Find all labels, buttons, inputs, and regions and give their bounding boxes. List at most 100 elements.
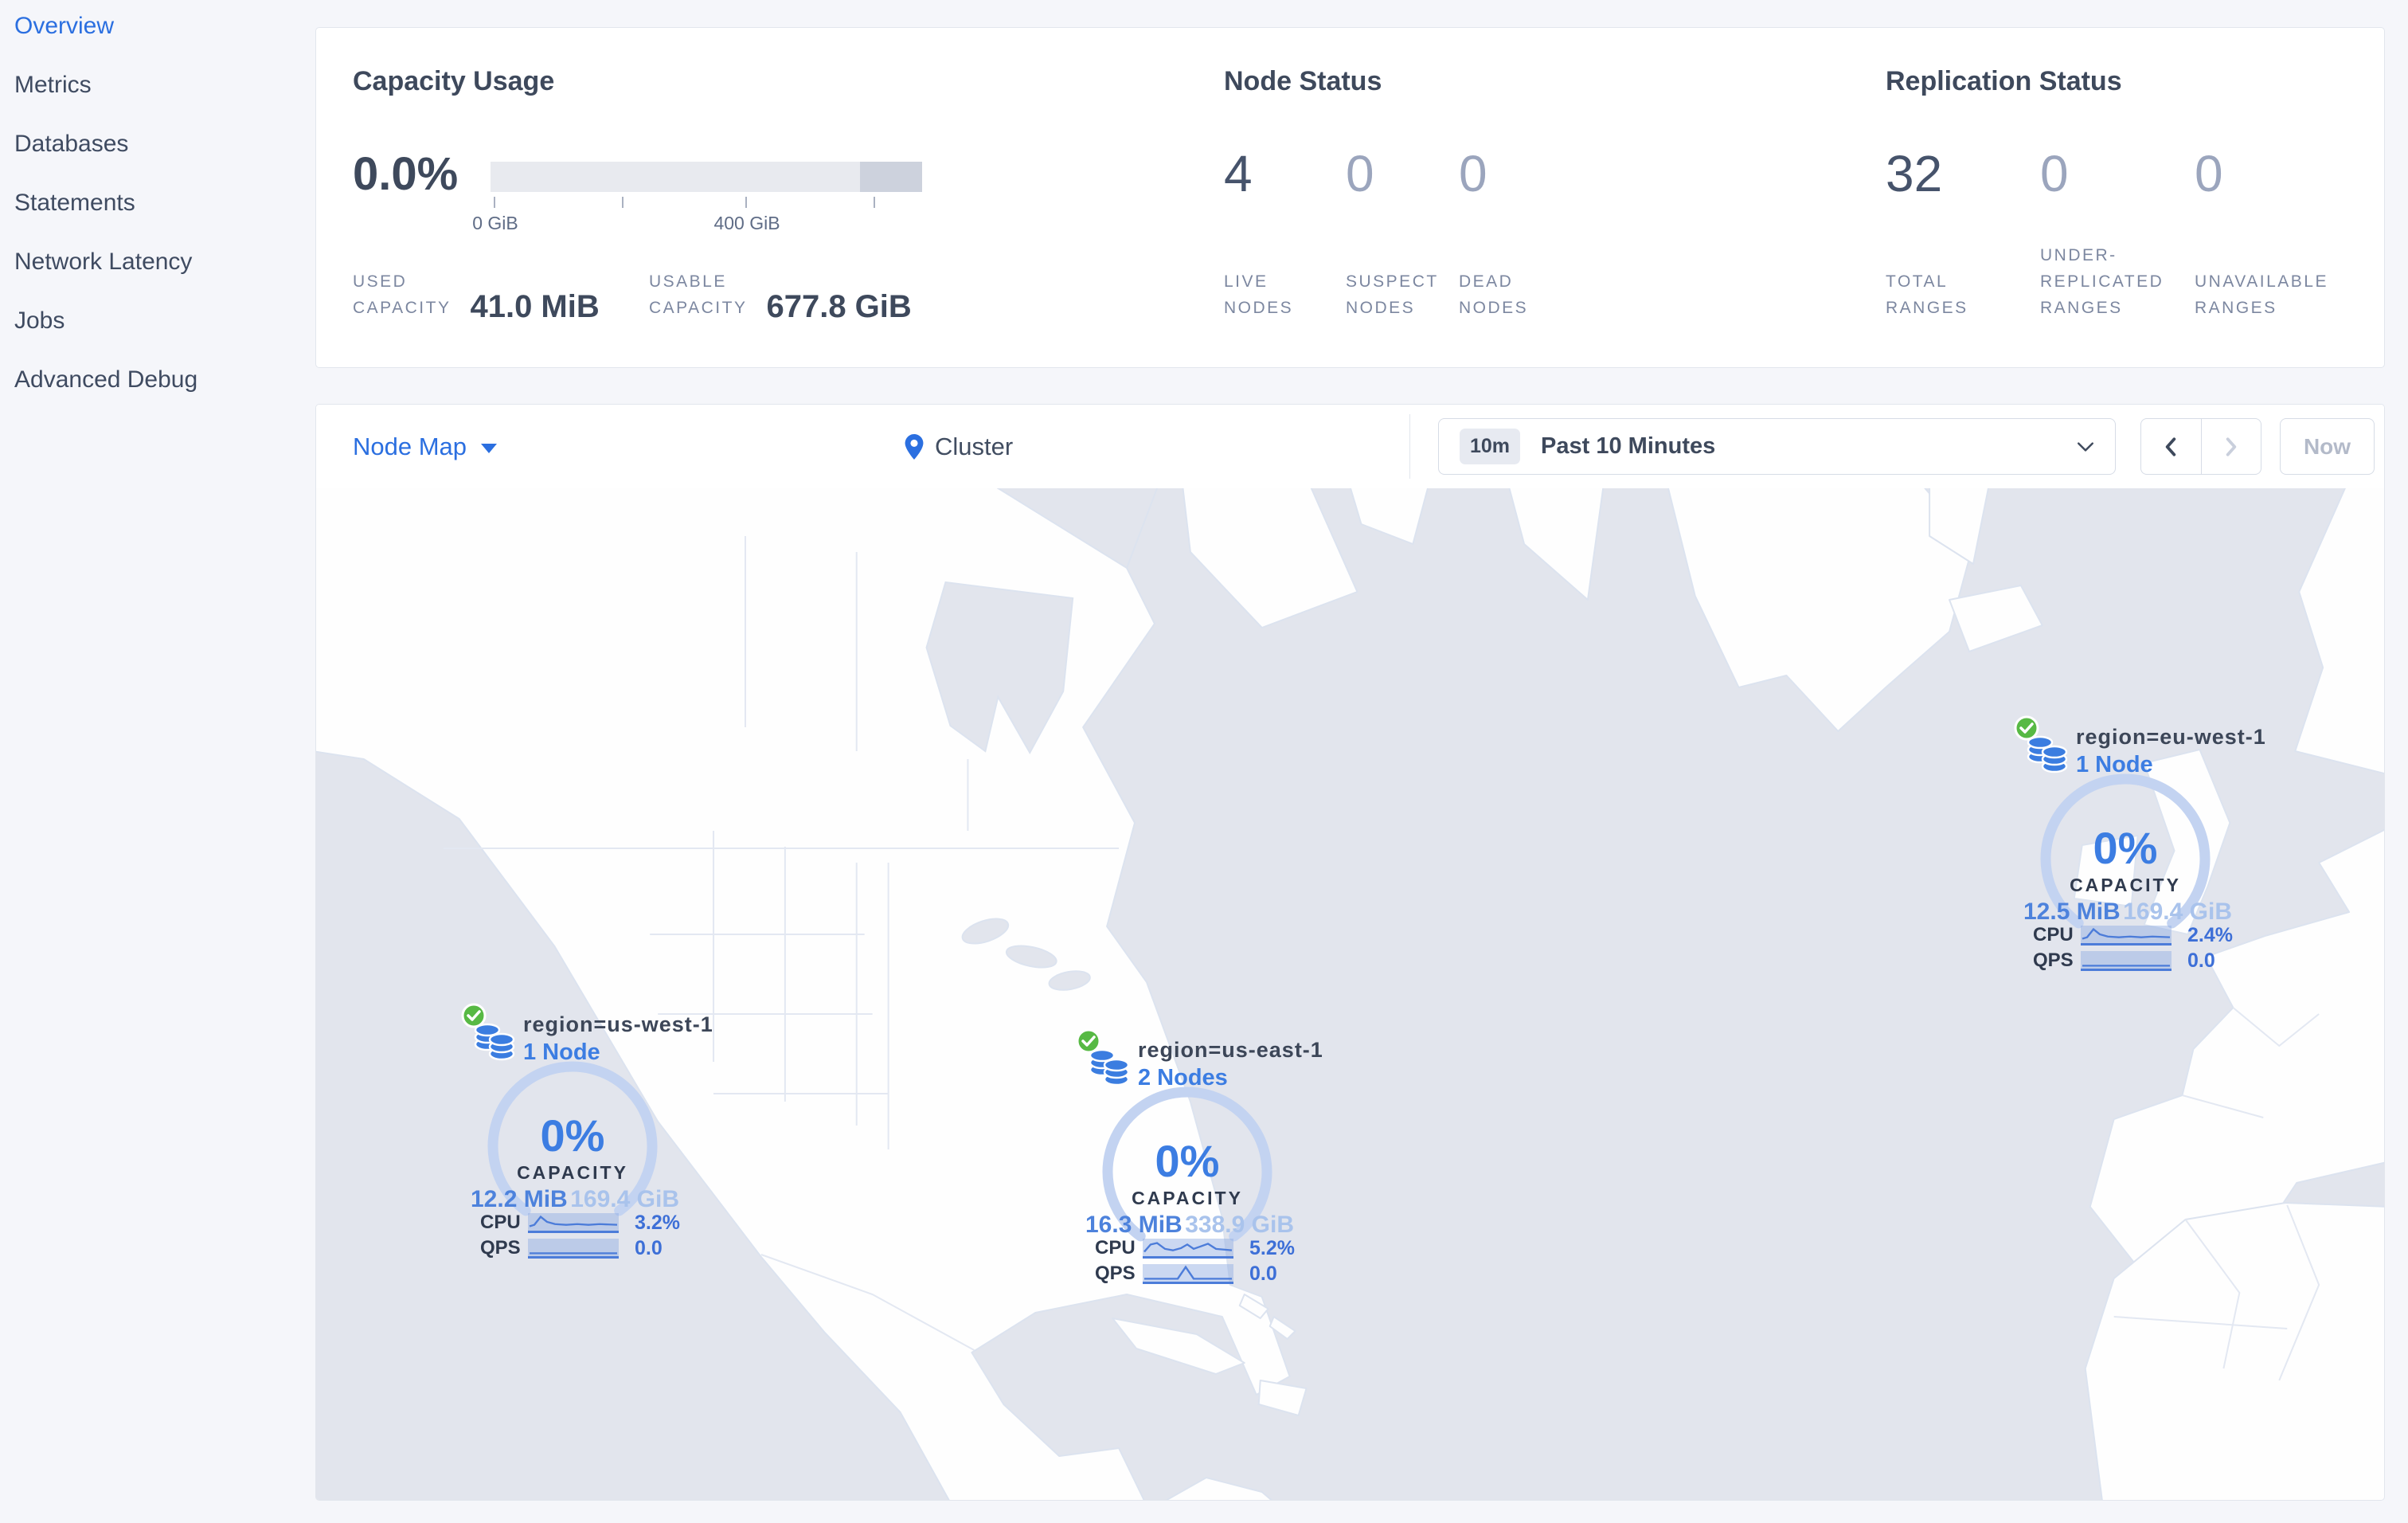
- cpu-label: CPU: [1095, 1237, 1136, 1259]
- check-circle-icon: [1076, 1028, 1101, 1054]
- locality-nodes-link[interactable]: 1 Node: [523, 1039, 600, 1065]
- suspect-nodes-count: 0: [1346, 145, 1374, 202]
- usable-capacity-label: USABLE CAPACITY: [649, 272, 748, 317]
- under-replicated-ranges-label: UNDER- REPLICATED RANGES: [2040, 246, 2164, 317]
- sidebar-item-databases[interactable]: Databases: [14, 131, 129, 157]
- previous-range-button[interactable]: [2141, 419, 2202, 474]
- qps-label: QPS: [1095, 1263, 1136, 1284]
- next-range-button[interactable]: [2202, 419, 2261, 474]
- used-capacity-value: 41.0 MiB: [470, 289, 600, 324]
- qps-sparkline: [1143, 1263, 1233, 1284]
- cpu-sparkline: [1143, 1238, 1233, 1259]
- usable-capacity-value: 677.8 GiB: [766, 289, 912, 324]
- capacity-used-value: 16.3 MiB: [1085, 1212, 1182, 1238]
- capacity-arc: [487, 1061, 658, 1231]
- axis-tick-label: 0 GiB: [472, 213, 518, 233]
- dead-nodes-count: 0: [1459, 145, 1487, 202]
- locality-marker-us-west-1[interactable]: region=us-west-1 1 Node 0% CAPACITY 12.2…: [461, 1001, 713, 1267]
- locality-nodes-link[interactable]: 1 Node: [2076, 752, 2153, 777]
- view-mode-dropdown[interactable]: Node Map: [353, 405, 498, 488]
- now-button[interactable]: Now: [2280, 418, 2375, 475]
- sidebar-item-overview[interactable]: Overview: [14, 13, 115, 39]
- capacity-label: CAPACITY: [1132, 1188, 1243, 1208]
- cluster-summary-panel: Capacity Usage 0.0% 0 GiB 400 GiB USED C…: [315, 27, 2385, 368]
- capacity-used-value: 12.5 MiB: [2023, 899, 2121, 925]
- sidebar-item-jobs[interactable]: Jobs: [14, 307, 65, 334]
- axis-tick: [622, 197, 624, 208]
- axis-tick-label: 400 GiB: [713, 213, 780, 233]
- qps-sparkline: [2081, 950, 2172, 971]
- cpu-value: 3.2%: [635, 1211, 680, 1234]
- sidebar: Overview Metrics Databases Statements Ne…: [0, 0, 315, 424]
- total-ranges-label: TOTAL RANGES: [1886, 272, 1968, 317]
- axis-tick: [745, 197, 747, 208]
- used-capacity-label: USED CAPACITY: [353, 272, 452, 317]
- time-range-label: Past 10 Minutes: [1541, 433, 1716, 459]
- qps-label: QPS: [2033, 949, 2074, 971]
- unavailable-ranges-count: 0: [2195, 145, 2223, 202]
- qps-label: QPS: [480, 1237, 521, 1259]
- capacity-usage-bar-other-segment: [860, 162, 922, 192]
- caret-down-icon: [481, 443, 498, 453]
- node-status-title: Node Status: [1224, 66, 1382, 96]
- breadcrumb-label: Cluster: [935, 432, 1014, 460]
- chevron-down-icon: [2077, 441, 2094, 452]
- sidebar-item-advanced-debug[interactable]: Advanced Debug: [14, 366, 198, 393]
- time-range-badge: 10m: [1460, 429, 1521, 464]
- qps-value: 0.0: [635, 1236, 663, 1259]
- node-map-panel: Node Map Cluster 10m Past 10 Minutes: [315, 404, 2385, 1501]
- sidebar-item-metrics[interactable]: Metrics: [14, 72, 92, 98]
- cpu-label: CPU: [480, 1212, 521, 1233]
- qps-sparkline: [528, 1238, 619, 1259]
- capacity-total-value: 169.4 GiB: [2123, 899, 2232, 925]
- locality-nodes-link[interactable]: 2 Nodes: [1138, 1065, 1228, 1090]
- capacity-usage-bar: 0 GiB 400 GiB: [472, 162, 922, 233]
- locality-region-label: region=eu-west-1: [2076, 725, 2266, 749]
- cpu-label: CPU: [2033, 924, 2074, 946]
- qps-value: 0.0: [1249, 1262, 1277, 1285]
- database-stack-icon: [474, 1023, 515, 1061]
- time-range-dropdown[interactable]: 10m Past 10 Minutes: [1438, 418, 2116, 475]
- replication-status-title: Replication Status: [1886, 66, 2122, 96]
- locality-marker-eu-west-1[interactable]: region=eu-west-1 1 Node 0% CAPACITY 12.5…: [2014, 714, 2265, 980]
- database-stack-icon: [2027, 735, 2068, 773]
- capacity-total-value: 169.4 GiB: [570, 1186, 679, 1212]
- capacity-usage-title: Capacity Usage: [353, 66, 555, 96]
- used-capacity-stat: USED CAPACITY 41.0 MiB: [353, 268, 600, 324]
- view-mode-label: Node Map: [353, 432, 467, 460]
- capacity-label: CAPACITY: [2070, 875, 2181, 895]
- cpu-value: 5.2%: [1249, 1236, 1295, 1259]
- sidebar-item-network-latency[interactable]: Network Latency: [14, 249, 193, 275]
- cpu-sparkline: [2081, 925, 2172, 946]
- axis-tick: [494, 197, 495, 208]
- dead-nodes-label: DEAD NODES: [1459, 272, 1529, 317]
- capacity-used-value: 12.2 MiB: [471, 1186, 568, 1212]
- live-nodes-count: 4: [1224, 145, 1253, 202]
- qps-value: 0.0: [2187, 949, 2215, 972]
- capacity-arc: [2040, 773, 2211, 944]
- world-map: [316, 488, 2384, 1500]
- chevron-right-icon: [2226, 437, 2236, 456]
- sidebar-item-statements[interactable]: Statements: [14, 190, 135, 216]
- now-button-label: Now: [2303, 433, 2351, 459]
- unavailable-ranges-label: UNAVAILABLE RANGES: [2195, 272, 2328, 317]
- check-circle-icon: [461, 1003, 487, 1028]
- capacity-label: CAPACITY: [517, 1162, 628, 1183]
- locality-marker-us-east-1[interactable]: region=us-east-1 2 Nodes 0% CAPACITY 16.…: [1076, 1027, 1323, 1293]
- capacity-total-value: 338.9 GiB: [1185, 1212, 1294, 1238]
- total-ranges-count: 32: [1886, 145, 1943, 202]
- database-stack-icon: [1089, 1048, 1130, 1086]
- cpu-sparkline: [528, 1212, 619, 1233]
- suspect-nodes-label: SUSPECT NODES: [1346, 272, 1439, 317]
- axis-tick: [874, 197, 875, 208]
- locality-region-label: region=us-west-1: [523, 1012, 713, 1036]
- under-replicated-ranges-count: 0: [2040, 145, 2069, 202]
- live-nodes-label: LIVE NODES: [1224, 272, 1294, 317]
- capacity-percent: 0%: [1155, 1136, 1220, 1186]
- capacity-percent: 0%: [2093, 823, 2158, 873]
- time-range-pager: [2140, 418, 2261, 475]
- capacity-percent: 0%: [540, 1110, 605, 1161]
- node-map: region=us-west-1 1 Node 0% CAPACITY 12.2…: [316, 488, 2384, 1500]
- breadcrumb[interactable]: Cluster: [905, 405, 1013, 488]
- check-circle-icon: [2014, 715, 2039, 741]
